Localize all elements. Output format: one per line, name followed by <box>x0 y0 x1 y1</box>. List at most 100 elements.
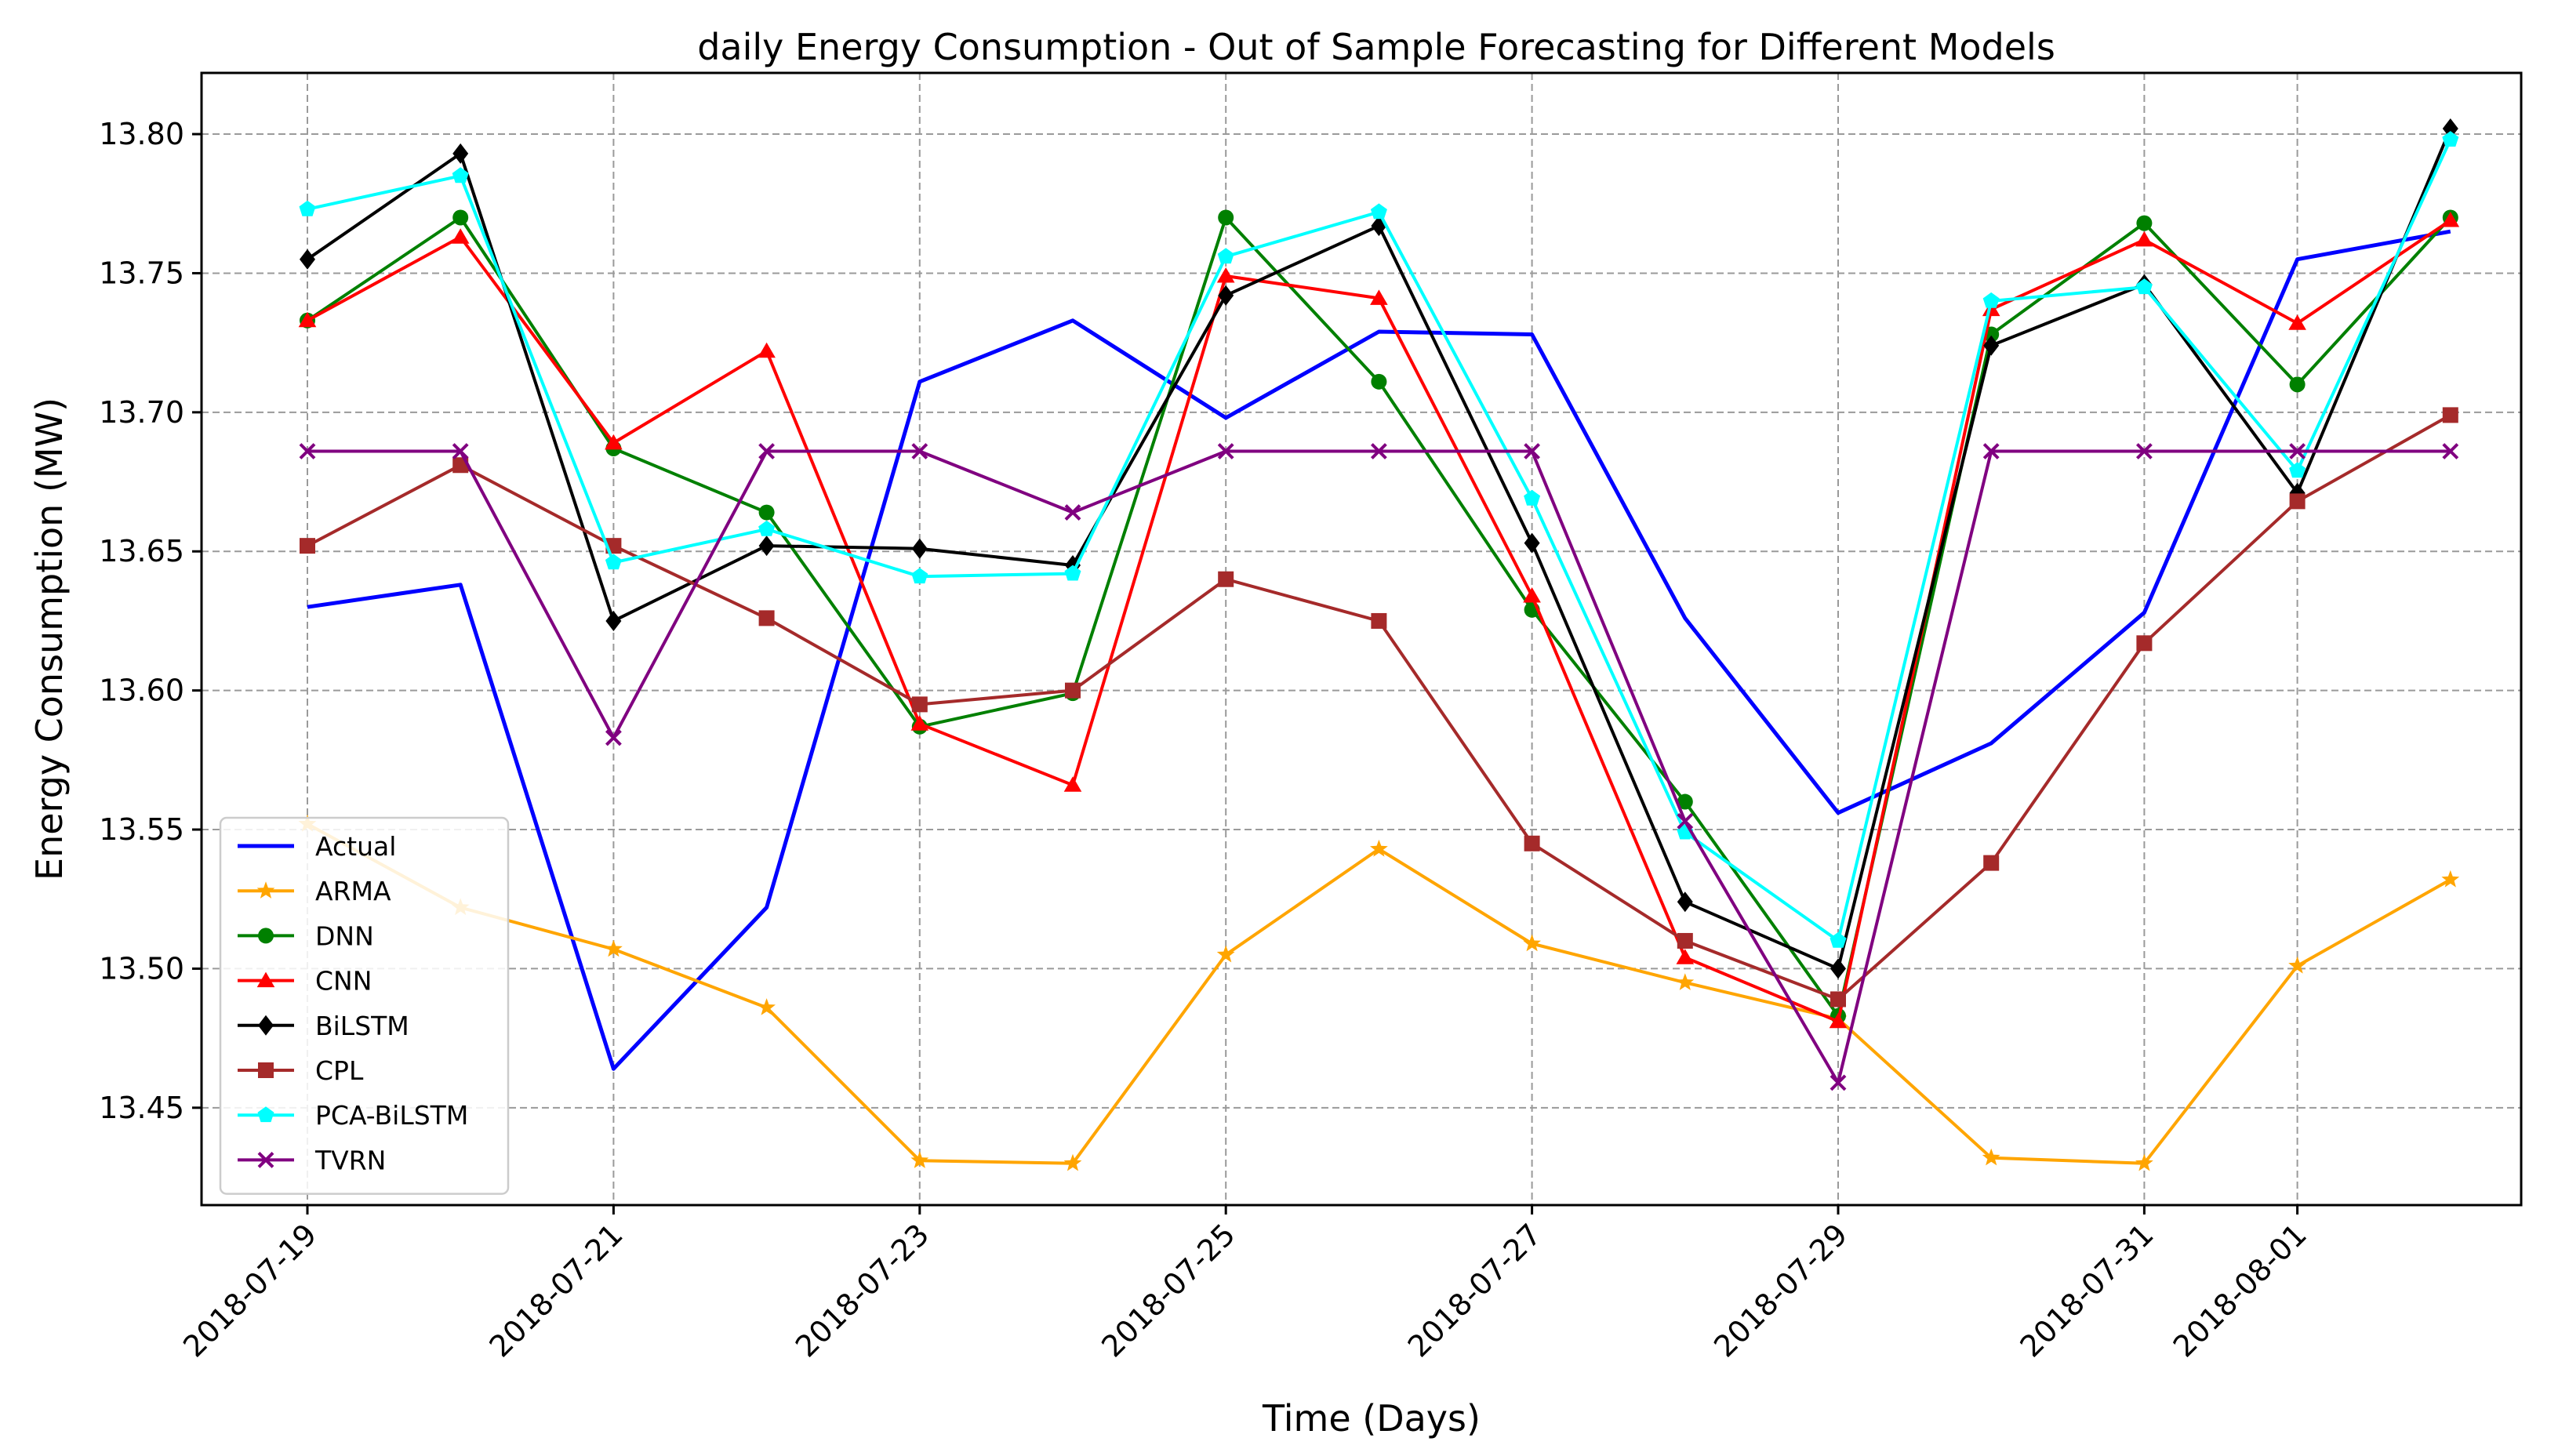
data-point-bilstm <box>1677 891 1693 913</box>
data-point-arma <box>1523 934 1541 952</box>
data-point-cpl <box>1524 835 1540 851</box>
legend-box <box>219 816 510 1195</box>
data-point-tvrn <box>605 729 622 746</box>
legend-item-pca-bilstm: PCA-BiLSTM <box>238 1100 468 1131</box>
y-tick-label: 13.70 <box>99 395 184 430</box>
series-tvrn <box>299 443 2459 1091</box>
data-point-bilstm <box>300 249 315 270</box>
y-tick-label: 13.75 <box>99 256 184 290</box>
legend-item-tvrn: TVRN <box>238 1145 386 1175</box>
data-point-bilstm <box>2442 118 2458 139</box>
data-point-tvrn <box>452 443 469 459</box>
legend-marker <box>257 1106 274 1123</box>
data-point-pca-bilstm <box>1524 489 1541 506</box>
data-point-tvrn <box>1064 504 1081 521</box>
data-point-arma <box>1063 1153 1082 1171</box>
data-point-arma <box>1982 1148 2000 1166</box>
data-point-tvrn <box>1370 443 1387 459</box>
data-point-pca-bilstm <box>299 200 316 216</box>
legend-label: BiLSTM <box>315 1011 409 1041</box>
data-point-cnn <box>758 342 776 358</box>
data-point-pca-bilstm <box>2135 278 2153 295</box>
legend-marker <box>258 1062 274 1078</box>
data-point-cpl <box>2289 493 2306 510</box>
series-actual <box>307 229 2451 1071</box>
data-point-tvrn <box>911 443 928 459</box>
data-point-pca-bilstm <box>605 554 622 570</box>
data-point-cpl <box>1371 612 1387 629</box>
data-point-tvrn <box>758 443 776 459</box>
y-tick-label: 13.65 <box>99 534 184 568</box>
data-point-pca-bilstm <box>911 568 928 584</box>
y-axis-label: Energy Consumption (MW) <box>28 398 71 880</box>
data-point-bilstm <box>605 610 622 631</box>
data-point-arma <box>758 998 776 1015</box>
data-point-cpl <box>1065 682 1081 699</box>
data-point-cpl <box>911 696 928 713</box>
data-point-cnn <box>2135 231 2153 247</box>
data-point-bilstm <box>1983 335 2000 356</box>
legend-marker <box>256 971 275 988</box>
y-tick-label: 13.50 <box>99 951 184 986</box>
data-point-cnn <box>451 228 470 244</box>
data-point-pca-bilstm <box>2442 131 2459 147</box>
chart-title: daily Energy Consumption - Out of Sample… <box>697 26 2055 68</box>
data-point-cnn <box>2288 314 2306 330</box>
legend-item-bilstm: BiLSTM <box>238 1011 409 1041</box>
legend-label: Actual <box>315 831 396 862</box>
data-point-dnn <box>758 504 775 521</box>
legend-label: CNN <box>315 966 372 997</box>
data-point-cnn <box>1523 587 1541 603</box>
y-axis: 13.45 13.50 13.55 13.60 13.65 13.70 13.75 13.80 <box>99 117 202 1125</box>
data-point-dnn <box>1677 793 1693 810</box>
data-point-cpl <box>1830 991 1846 1008</box>
series-line-actual <box>307 229 2451 1071</box>
data-point-dnn <box>452 209 469 226</box>
plot-frame <box>200 71 2523 1207</box>
series-cnn <box>298 212 2460 1029</box>
data-point-pca-bilstm <box>1064 565 1081 581</box>
x-axis-label: Time (Days) <box>1262 1397 1481 1440</box>
y-tick-label: 13.60 <box>99 674 184 708</box>
data-point-dnn <box>1218 209 1234 226</box>
data-point-tvrn <box>2289 443 2306 459</box>
y-tick-label: 13.45 <box>99 1091 184 1125</box>
data-point-bilstm <box>1524 532 1540 554</box>
series-layer <box>298 118 2460 1171</box>
data-point-arma <box>1216 945 1235 963</box>
legend-item-actual: Actual <box>238 831 396 862</box>
y-tick-label: 13.80 <box>99 117 184 151</box>
legend-item-cpl: CPL <box>238 1055 364 1086</box>
legend-label: PCA-BiLSTM <box>315 1100 468 1131</box>
data-point-arma <box>1676 973 1695 990</box>
data-point-arma <box>2288 956 2306 974</box>
data-point-cnn <box>1370 289 1388 305</box>
data-point-cnn <box>1216 267 1235 283</box>
legend-label: TVRN <box>314 1145 386 1175</box>
legend: Actual ARMA DNN CNN BiLSTM CPL PCA-BiLSTM TVRN <box>219 816 510 1195</box>
data-point-cpl <box>2136 635 2153 652</box>
data-point-pca-bilstm <box>1982 292 2000 308</box>
data-point-tvrn <box>299 443 316 459</box>
data-point-dnn <box>1371 373 1387 390</box>
data-point-cnn <box>1829 1012 1848 1029</box>
legend-marker <box>258 1015 274 1036</box>
data-point-pca-bilstm <box>1370 203 1387 220</box>
data-point-tvrn <box>1217 443 1234 459</box>
legend-item-cnn: CNN <box>238 966 372 997</box>
data-point-pca-bilstm <box>2289 462 2306 478</box>
legend-marker <box>256 881 275 899</box>
data-point-arma <box>1370 839 1388 857</box>
series-pca-bilstm <box>299 131 2459 948</box>
data-point-tvrn <box>1982 443 2000 459</box>
legend-item-dnn: DNN <box>238 920 374 951</box>
data-point-cpl <box>300 538 315 554</box>
legend-item-arma: ARMA <box>238 876 391 906</box>
data-point-cpl <box>1677 932 1693 949</box>
data-point-pca-bilstm <box>452 167 469 183</box>
data-point-cnn <box>2441 212 2460 227</box>
data-point-bilstm <box>1830 958 1846 979</box>
data-point-tvrn <box>1524 443 1541 459</box>
